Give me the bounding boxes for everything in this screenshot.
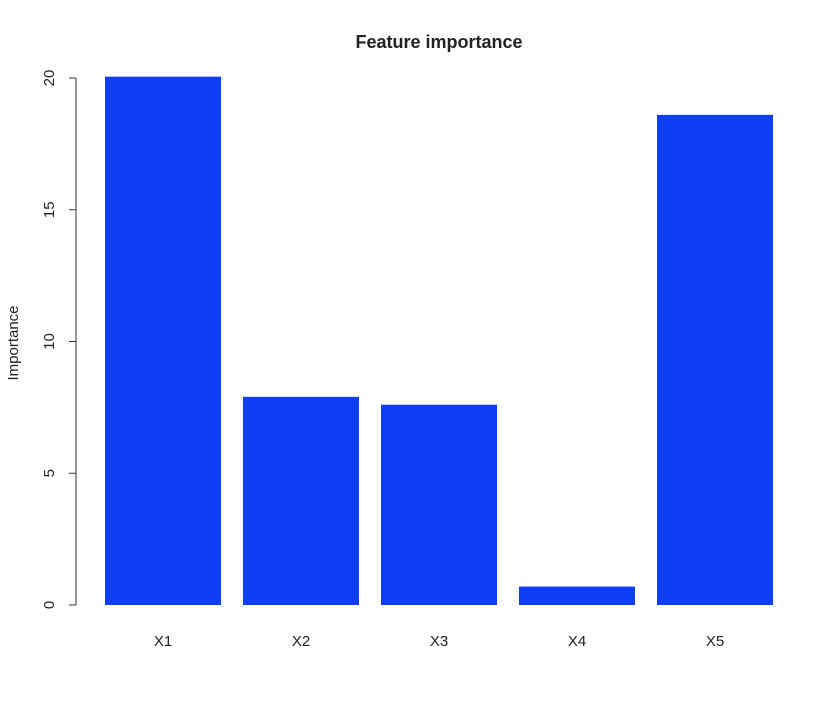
- y-tick-label-20: 20: [41, 70, 58, 87]
- bar-x1: [105, 76, 221, 606]
- y-tick-label-5: 5: [41, 469, 58, 477]
- bars-layer: [105, 76, 773, 606]
- y-tick-label-15: 15: [41, 201, 58, 218]
- bar-x5: [657, 114, 773, 605]
- x-tick-label-x2: X2: [292, 633, 310, 650]
- y-tick-label-10: 10: [41, 333, 58, 350]
- bar-x3: [381, 404, 497, 605]
- x-tick-label-x1: X1: [154, 633, 172, 650]
- x-tick-label-x3: X3: [430, 633, 448, 650]
- x-axis-labels: X1 X2 X3 X4 X5: [154, 633, 724, 650]
- y-axis-label: Importance: [5, 305, 22, 380]
- chart-title: Feature importance: [355, 32, 522, 52]
- y-tick-label-0: 0: [41, 601, 58, 609]
- x-tick-label-x5: X5: [706, 633, 724, 650]
- bar-x4: [519, 586, 635, 605]
- x-tick-label-x4: X4: [568, 633, 586, 650]
- bar-x2: [243, 396, 359, 605]
- y-axis: 0 5 10 15 20: [41, 70, 77, 609]
